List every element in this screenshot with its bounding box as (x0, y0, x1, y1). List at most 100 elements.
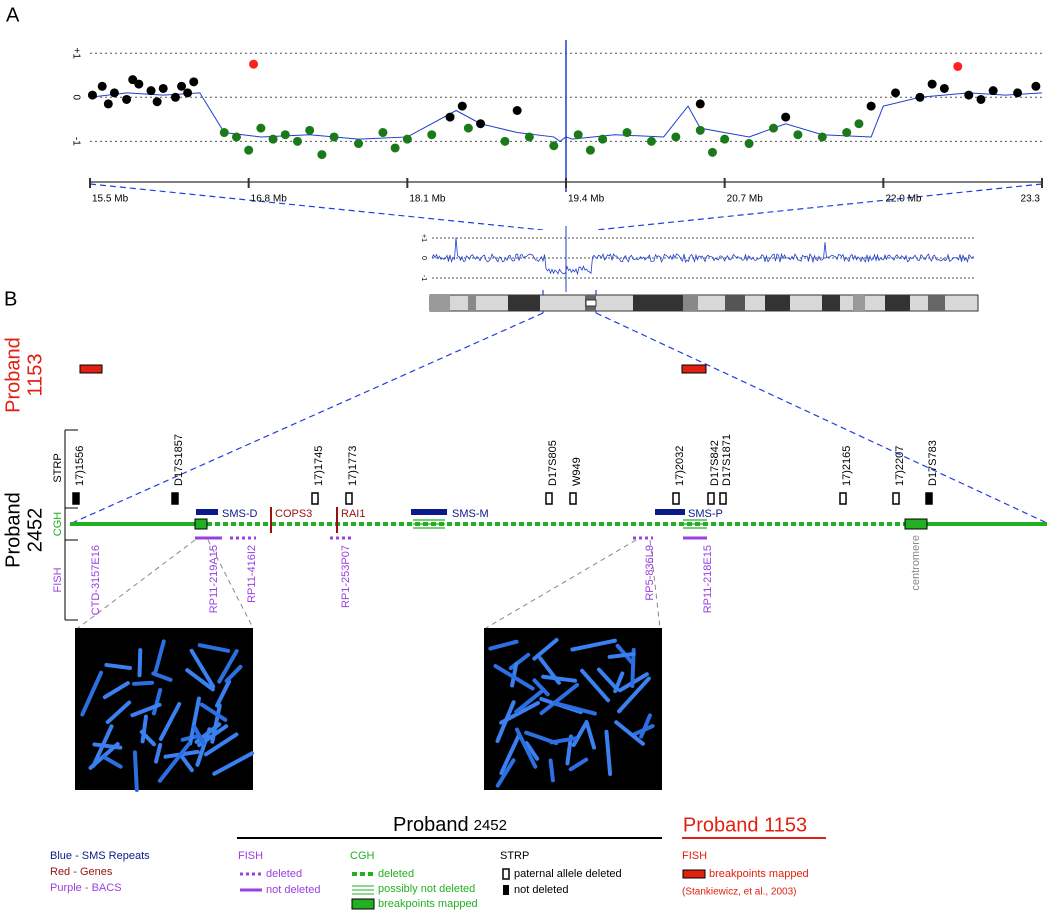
bac-label: RP11-416I2 (246, 545, 258, 603)
bac-label: RP5-836L9 (644, 545, 656, 601)
strp-marker (839, 492, 847, 505)
x-tick-label: 16.8 Mb (251, 194, 288, 205)
data-point (292, 136, 302, 146)
chromosome-stroke (508, 652, 531, 671)
chromosomes (80, 637, 655, 793)
x-tick-label: 22.0 Mb (885, 194, 922, 205)
ideogram (429, 294, 979, 312)
strp-marker (72, 492, 80, 505)
chromosome-stroke (140, 714, 148, 744)
data-point (231, 132, 241, 142)
legend-title: Proband 1153 (683, 814, 807, 836)
data-point (97, 81, 107, 91)
band (928, 295, 945, 311)
inset-tick-label: +1 (420, 234, 427, 242)
data-point (152, 97, 162, 107)
data-point (317, 150, 327, 160)
proband-label: Proband (2, 337, 24, 413)
strp-label: D17S783 (927, 440, 939, 486)
x-tick-label: 15.5 Mb (92, 194, 129, 205)
color-key: Red - Genes (50, 866, 113, 878)
data-point (463, 123, 473, 133)
legend-heading: FISH (238, 850, 263, 862)
image-links (77, 539, 661, 629)
breakpoint-box (681, 364, 707, 374)
band (508, 295, 540, 311)
sms-repeats (196, 509, 685, 515)
data-point (280, 130, 290, 140)
strp-marker (311, 492, 319, 505)
bac-label: RP11-218E15 (702, 545, 714, 613)
chromosome-stroke (570, 638, 617, 652)
legend-item: deleted (378, 868, 414, 880)
gene-label: RAI1 (341, 508, 365, 520)
strp-marker (892, 492, 900, 505)
chromosome-stroke (495, 758, 516, 788)
y-tick-label: +1 (70, 48, 81, 60)
chromosome-stroke (532, 637, 559, 661)
data-point (695, 99, 705, 109)
band (853, 295, 865, 311)
chromosome-stroke (539, 682, 580, 716)
legend-item: not deleted (514, 884, 568, 896)
strp-marker (707, 492, 715, 505)
y-tick-label: -1 (70, 137, 81, 146)
chromosome-stroke (132, 680, 155, 686)
strp-label: 17)1745 (313, 446, 325, 486)
strp-label: 17)2032 (674, 446, 686, 486)
data-point (177, 81, 187, 91)
strp-marker (925, 492, 933, 505)
chromosome-stroke (495, 700, 516, 744)
y-tick-label: 0 (70, 95, 81, 101)
data-point (927, 79, 937, 89)
chromosome-stroke (493, 664, 535, 691)
strp-marker (345, 492, 353, 505)
centromere-gap (585, 299, 597, 307)
data-point (189, 77, 199, 87)
chromosome-stroke (613, 671, 625, 694)
chromosome-stroke (548, 758, 555, 783)
data-point (122, 94, 132, 104)
data-point (622, 128, 632, 138)
data-point (146, 86, 156, 96)
band (633, 295, 683, 311)
legend-title-number: 2452 (474, 817, 507, 834)
chromosome-stroke (104, 662, 132, 671)
data-point (1013, 88, 1023, 98)
data-point (158, 83, 168, 93)
chromosome-stroke (189, 648, 216, 689)
chromosome-stroke (524, 730, 559, 746)
inset-trace (431, 237, 974, 276)
data-point (598, 134, 608, 144)
data-point (1031, 81, 1041, 91)
data-point (524, 132, 534, 142)
breakpoint-box (79, 364, 103, 374)
band (822, 295, 840, 311)
data-point (781, 112, 791, 122)
x-tick-label: 19.4 Mb (568, 194, 605, 205)
legend-item: breakpoints mapped (709, 868, 809, 880)
data-point (402, 134, 412, 144)
chromosome-stroke (157, 741, 192, 783)
chromosome-stroke (178, 752, 194, 773)
chromosome-stroke (568, 757, 589, 772)
chromosome-stroke (105, 700, 132, 725)
strp-label: 17)1556 (74, 446, 86, 486)
band (725, 295, 745, 311)
data-point (549, 141, 559, 151)
data-point (817, 132, 827, 142)
x-tick-label: 20.7 Mb (727, 194, 764, 205)
legend-item: paternal allele deleted (514, 868, 622, 880)
band (885, 295, 910, 311)
chromosome-stroke (215, 679, 232, 708)
data-point (646, 136, 656, 146)
data-point (103, 99, 113, 109)
data-point (256, 123, 266, 133)
data-point (915, 92, 925, 102)
data-point (183, 88, 193, 98)
chromosome-stroke (217, 649, 239, 684)
data-point (953, 61, 963, 71)
data-point (695, 125, 705, 135)
proband-label: Proband (2, 492, 24, 568)
